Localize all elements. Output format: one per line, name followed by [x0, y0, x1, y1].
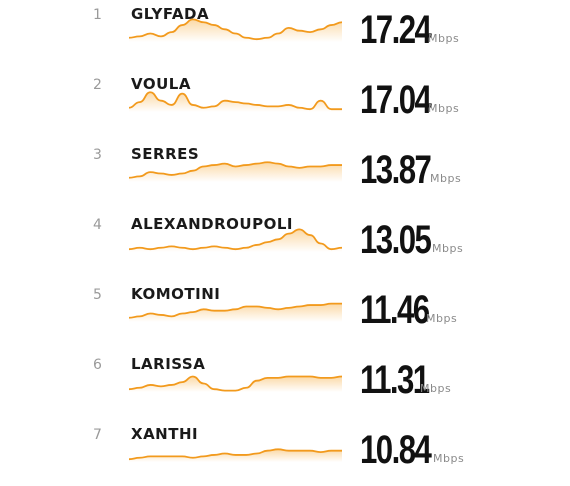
download-speed-value: 13.87: [360, 148, 432, 192]
download-speed-value: 11.46: [360, 288, 430, 332]
speed-unit: Mbps: [420, 382, 452, 395]
sparkline-line: [128, 91, 342, 111]
download-speed-value: 10.84: [360, 428, 432, 472]
ranking-row: 5 KOMOTINI 11.46 Mbps: [0, 282, 570, 346]
speed-unit: Mbps: [428, 32, 460, 45]
speed-unit: Mbps: [433, 452, 465, 465]
ranking-row: 4 ALEXANDROUPOLI 13.05 Mbps: [0, 212, 570, 276]
speed-unit: Mbps: [430, 172, 462, 185]
rank-number: 7: [93, 427, 102, 443]
sparkline-area: [129, 303, 342, 322]
ranking-row: 2 VOULA 17.04 Mbps: [0, 72, 570, 136]
sparkline-line: [128, 375, 343, 392]
city-name: GLYFADA: [131, 5, 210, 23]
city-name: XANTHI: [131, 425, 199, 443]
trend-sparkline: [128, 91, 342, 112]
trend-sparkline: [128, 375, 343, 392]
city-name: KOMOTINI: [131, 285, 221, 303]
sparkline-line: [128, 18, 343, 41]
rank-number: 2: [93, 77, 102, 93]
sparkline-area: [129, 162, 342, 182]
rank-number: 5: [93, 287, 102, 303]
trend-sparkline: [128, 228, 343, 252]
sparkline-area: [129, 92, 342, 112]
rank-number: 1: [93, 7, 102, 23]
sparkline-line: [128, 161, 342, 179]
sparkline-line: [128, 302, 342, 319]
city-name: SERRES: [131, 145, 200, 163]
speed-unit: Mbps: [426, 312, 458, 325]
rank-number: 4: [93, 217, 102, 233]
sparkline-line: [128, 228, 343, 251]
sparkline-area: [129, 19, 342, 42]
ranking-row: 7 XANTHI 10.84 Mbps: [0, 422, 570, 486]
trend-sparkline: [128, 161, 342, 182]
speed-unit: Mbps: [432, 242, 464, 255]
trend-sparkline: [128, 302, 342, 322]
download-speed-value: 17.04: [360, 78, 432, 122]
download-speed-value: 13.05: [360, 218, 432, 262]
city-name: VOULA: [131, 75, 191, 93]
rank-number: 3: [93, 147, 102, 163]
city-name: LARISSA: [131, 355, 206, 373]
ranking-row: 3 SERRES 13.87 Mbps: [0, 142, 570, 206]
city-name: ALEXANDROUPOLI: [131, 215, 293, 233]
trend-sparkline: [128, 18, 343, 42]
download-speed-value: 17.24: [360, 8, 432, 52]
speed-unit: Mbps: [428, 102, 460, 115]
download-speed-value: 11.31: [360, 358, 430, 402]
rank-number: 6: [93, 357, 102, 373]
sparkline-area: [129, 229, 342, 252]
trend-sparkline: [128, 448, 342, 462]
ranking-row: 6 LARISSA 11.31 Mbps: [0, 352, 570, 416]
sparkline-line: [128, 448, 342, 461]
sparkline-area: [129, 376, 342, 392]
ranking-row: 1 GLYFADA 17.24 Mbps: [0, 2, 570, 66]
